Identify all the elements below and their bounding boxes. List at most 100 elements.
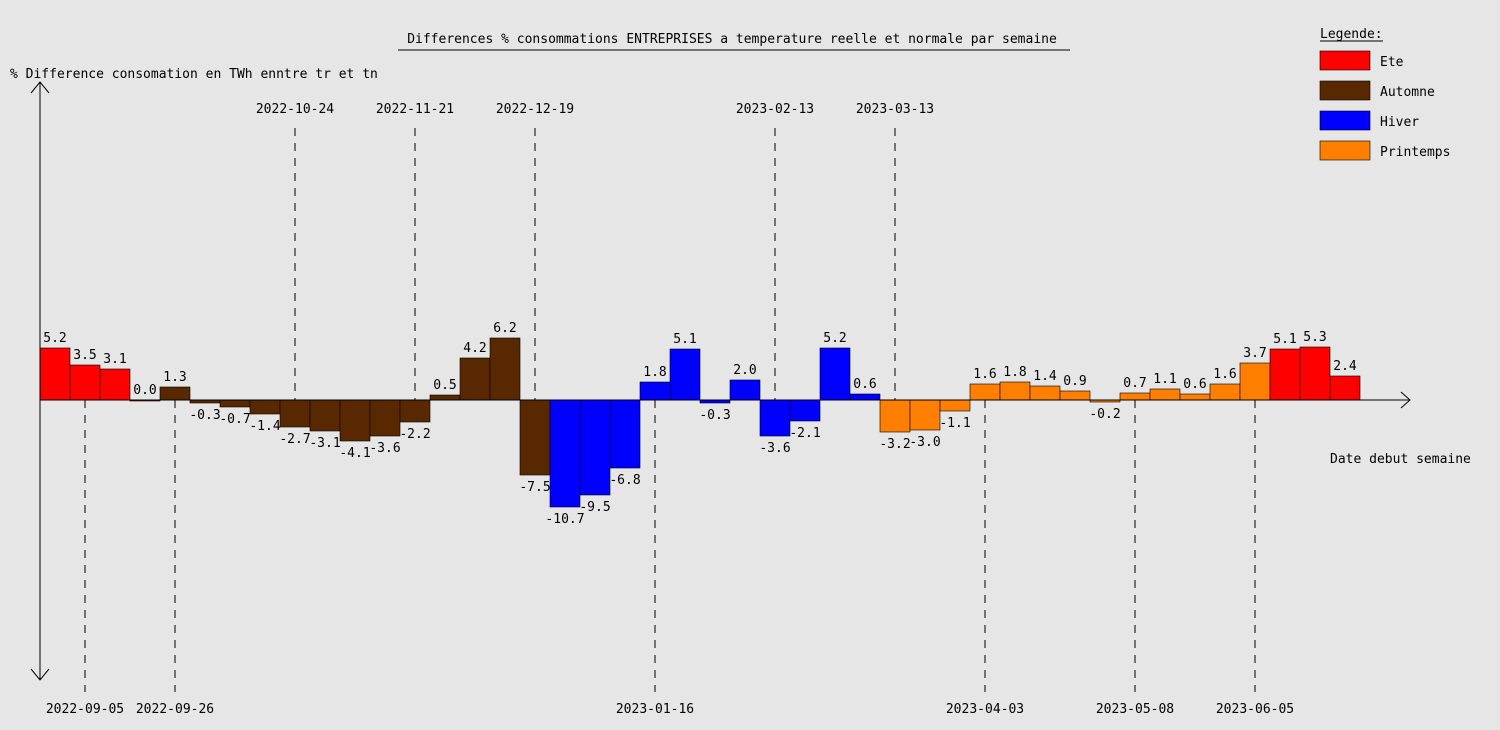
value-label-2: 3.1	[103, 352, 126, 367]
bar-38	[1179, 393, 1211, 401]
bar-41	[1269, 348, 1301, 401]
bar-0	[39, 347, 71, 401]
legend-label-hiver: Hiver	[1380, 115, 1419, 130]
value-label-24: -3.6	[759, 441, 790, 456]
bars-group	[39, 337, 1361, 508]
bar-17	[549, 399, 581, 508]
value-label-16: -7.5	[519, 480, 550, 495]
value-label-38: 0.6	[1183, 377, 1206, 392]
date-marker-bottom-label-1: 2022-09-26	[136, 702, 214, 717]
date-marker-top-label-1: 2022-11-21	[376, 102, 454, 117]
value-label-13: 0.5	[433, 378, 456, 393]
y-axis-arrow-up	[30, 81, 50, 94]
bar-28	[879, 399, 911, 433]
bar-32	[999, 381, 1031, 401]
legend-swatch-hiver	[1319, 110, 1371, 131]
value-label-6: -0.7	[219, 412, 250, 427]
bar-9	[309, 399, 341, 432]
bar-10	[339, 399, 371, 442]
bar-20	[639, 381, 671, 401]
x-axis-label: Date debut semaine	[1330, 452, 1471, 467]
date-marker-bottom-label-4: 2023-05-08	[1096, 702, 1174, 717]
chart-title: Differences % consommations ENTREPRISES …	[407, 32, 1057, 47]
bar-27	[849, 393, 881, 401]
bar-43	[1329, 375, 1361, 401]
bar-26	[819, 347, 851, 401]
value-label-4: 1.3	[163, 370, 186, 385]
date-marker-bottom-label-3: 2023-04-03	[946, 702, 1024, 717]
legend-swatch-automne	[1319, 80, 1371, 101]
value-label-17: -10.7	[545, 512, 584, 527]
value-label-10: -4.1	[339, 446, 370, 461]
value-label-14: 4.2	[463, 341, 486, 356]
value-label-35: -0.2	[1089, 407, 1120, 422]
bar-1	[69, 364, 101, 401]
date-marker-top-label-4: 2023-03-13	[856, 102, 934, 117]
y-axis-arrow-down	[30, 668, 50, 681]
value-label-42: 5.3	[1303, 330, 1326, 345]
value-label-34: 0.9	[1063, 374, 1086, 389]
bar-33	[1029, 385, 1061, 401]
bar-6	[219, 399, 251, 408]
value-label-0: 5.2	[43, 331, 66, 346]
value-label-22: -0.3	[699, 408, 730, 423]
bar-31	[969, 383, 1001, 401]
bar-40	[1239, 362, 1271, 401]
value-label-28: -3.2	[879, 437, 910, 452]
value-label-39: 1.6	[1213, 367, 1236, 382]
bar-21	[669, 348, 701, 401]
value-label-1: 3.5	[73, 348, 96, 363]
value-label-41: 5.1	[1273, 332, 1296, 347]
y-axis-label: % Difference consomation en TWh enntre t…	[10, 67, 378, 82]
legend-swatch-printemps	[1319, 140, 1371, 161]
bar-12	[399, 399, 431, 423]
x-axis-arrow	[1400, 391, 1411, 409]
value-label-25: -2.1	[789, 426, 820, 441]
value-label-30: -1.1	[939, 416, 970, 431]
bar-4	[159, 386, 191, 401]
legend-label-automne: Automne	[1380, 85, 1435, 100]
value-label-19: -6.8	[609, 473, 640, 488]
value-label-29: -3.0	[909, 435, 940, 450]
legend-title: Legende:	[1320, 27, 1383, 42]
value-labels-group: 5.23.5 3.10.01.3-0.3-0.7-1.4-2.7-3.1-4.1-…	[43, 321, 1357, 527]
bar-37	[1149, 388, 1181, 401]
value-label-27: 0.6	[853, 377, 876, 392]
bar-13	[429, 394, 461, 401]
bar-39	[1209, 383, 1241, 401]
value-label-5: -0.3	[189, 408, 220, 423]
value-label-36: 0.7	[1123, 376, 1146, 391]
bar-8	[279, 399, 311, 428]
legend-swatch-ete	[1319, 50, 1371, 71]
bar-2	[99, 368, 131, 401]
bar-14	[459, 357, 491, 401]
value-label-31: 1.6	[973, 367, 996, 382]
bar-23	[729, 379, 761, 401]
legend: Legende: Ete Automne Hiver Printemps	[1319, 27, 1450, 161]
value-label-23: 2.0	[733, 363, 756, 378]
value-label-7: -1.4	[249, 419, 280, 434]
bar-7	[249, 399, 281, 415]
date-marker-bottom-label-5: 2023-06-05	[1216, 702, 1294, 717]
bar-42	[1299, 346, 1331, 401]
legend-label-printemps: Printemps	[1380, 145, 1450, 160]
value-label-32: 1.8	[1003, 365, 1026, 380]
value-label-9: -3.1	[309, 436, 340, 451]
value-label-12: -2.2	[399, 427, 430, 442]
value-label-18: -9.5	[579, 500, 610, 515]
value-label-15: 6.2	[493, 321, 516, 336]
value-label-26: 5.2	[823, 331, 846, 346]
date-marker-bottom-label-0: 2022-09-05	[46, 702, 124, 717]
value-label-3: 0.0	[133, 383, 156, 398]
value-label-8: -2.7	[279, 432, 310, 447]
value-label-40: 3.7	[1243, 346, 1266, 361]
date-marker-top-label-3: 2023-02-13	[736, 102, 814, 117]
bar-19	[609, 399, 641, 469]
bar-25	[789, 399, 821, 422]
value-label-33: 1.4	[1033, 369, 1057, 384]
date-marker-top-label-0: 2022-10-24	[256, 102, 334, 117]
bar-29	[909, 399, 941, 431]
legend-label-ete: Ete	[1380, 55, 1404, 70]
bar-15	[489, 337, 521, 401]
